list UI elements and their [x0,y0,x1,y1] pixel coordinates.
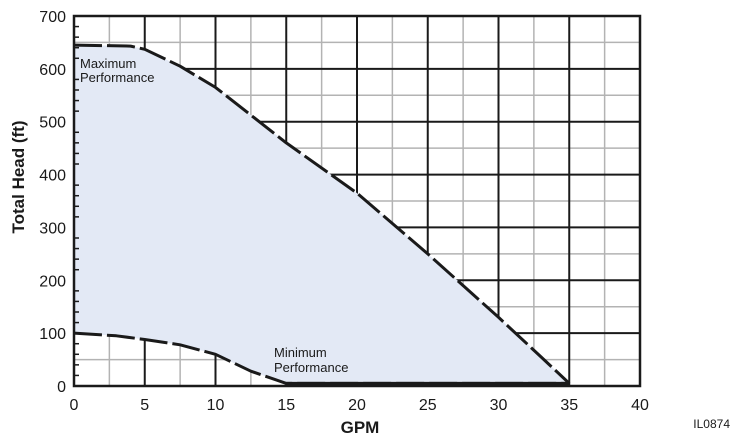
y-tick-labels: 0 100 200 300 400 500 600 700 [39,9,66,396]
x-tick-label: 5 [140,397,149,414]
minimum-annotation-line1: Minimum [274,345,327,360]
figure-code: IL0874 [693,417,730,431]
y-tick-label: 600 [39,62,66,79]
y-tick-label: 700 [39,9,66,26]
y-tick-label: 300 [39,220,66,237]
y-tick-label: 0 [57,379,66,396]
y-tick-label: 100 [39,326,66,343]
performance-area [74,45,570,384]
x-tick-label: 35 [560,397,578,414]
x-tick-labels: 0 5 10 15 20 25 30 35 40 [70,397,649,414]
x-tick-label: 25 [419,397,437,414]
x-tick-label: 30 [490,397,508,414]
x-axis-label: GPM [341,418,380,437]
x-tick-label: 40 [631,397,649,414]
x-tick-label: 15 [277,397,295,414]
maximum-annotation-line2: Performance [80,70,154,85]
y-tick-label: 400 [39,168,66,185]
x-tick-label: 0 [70,397,79,414]
x-tick-label: 20 [348,397,366,414]
y-tick-label: 200 [39,273,66,290]
y-axis-label: Total Head (ft) [9,120,28,233]
maximum-annotation-line1: Maximum [80,56,136,71]
minimum-annotation-line2: Performance [274,360,348,375]
x-tick-label: 10 [207,397,225,414]
y-tick-label: 500 [39,115,66,132]
maximum-performance-line [73,43,571,385]
